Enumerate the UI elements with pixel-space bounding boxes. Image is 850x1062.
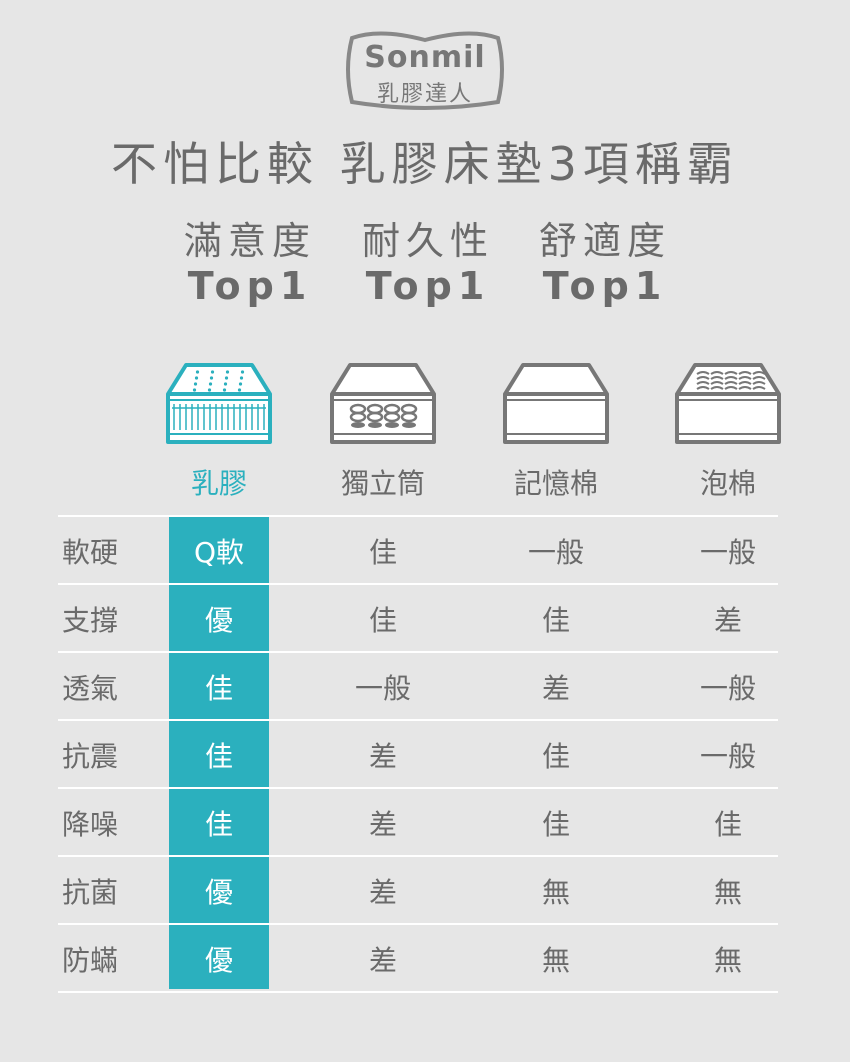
column-header: 泡棉: [699, 467, 756, 500]
logo-badge: [346, 31, 504, 110]
row-divider: [58, 515, 778, 517]
table-cell: 無: [541, 876, 570, 909]
latex-mattress-icon: [166, 363, 272, 444]
logo-tagline: 乳膠達人: [376, 82, 473, 107]
table-cell: 佳: [368, 604, 397, 637]
award-rank: Top1: [187, 264, 313, 308]
memory-foam-mattress-icon: [503, 363, 609, 444]
table-cell: 優: [204, 876, 233, 909]
table-cell: 優: [204, 604, 233, 637]
headline: 不怕比較 乳膠床墊3項稱霸: [111, 137, 739, 191]
table-cell: 差: [368, 876, 397, 909]
table-cell: 差: [541, 672, 570, 705]
table-cell: 差: [368, 740, 397, 773]
pocket-spring-mattress-icon: [330, 363, 436, 444]
table-cell: 差: [368, 944, 397, 977]
column-header: 記憶棉: [513, 467, 598, 500]
table-cell: 一般: [699, 672, 756, 705]
table-cell: 優: [204, 944, 233, 977]
row-label: 透氣: [62, 672, 119, 705]
row-divider: [58, 719, 778, 721]
row-divider: [58, 855, 778, 857]
award-label: 舒適度: [538, 219, 671, 263]
table-cell: 佳: [713, 808, 742, 841]
row-divider: [58, 583, 778, 585]
table-cell: 差: [368, 808, 397, 841]
row-divider: [58, 651, 778, 653]
table-cell: 佳: [541, 604, 570, 637]
table-cell: 佳: [204, 740, 233, 773]
row-divider: [58, 991, 778, 993]
table-cell: 差: [713, 604, 742, 637]
table-cell: Q軟: [193, 536, 245, 569]
table-cell: 一般: [699, 740, 756, 773]
table-cell: 佳: [368, 536, 397, 569]
table-cell: 無: [713, 944, 742, 977]
award-label: 滿意度: [183, 219, 316, 263]
column-header: 乳膠: [190, 467, 247, 500]
table-cell: 佳: [541, 740, 570, 773]
table-cell: 一般: [354, 672, 411, 705]
highlight-column: [169, 517, 269, 989]
row-label: 軟硬: [62, 536, 119, 569]
table-cell: 一般: [527, 536, 584, 569]
table-cell: 無: [541, 944, 570, 977]
row-divider: [58, 923, 778, 925]
table-cell: 佳: [204, 672, 233, 705]
foam-mattress-icon: [675, 363, 781, 444]
row-divider: [58, 787, 778, 789]
table-cell: 佳: [204, 808, 233, 841]
table-cell: 一般: [699, 536, 756, 569]
logo-brand: Sonmil: [364, 40, 486, 75]
row-label: 抗震: [62, 740, 119, 773]
table-cell: 無: [713, 876, 742, 909]
column-header: 獨立筒: [340, 467, 425, 500]
table-cell: 佳: [541, 808, 570, 841]
row-label: 防蟎: [62, 944, 119, 977]
row-label: 降噪: [62, 808, 119, 841]
award-rank: Top1: [542, 264, 668, 308]
row-label: 抗菌: [62, 876, 119, 909]
award-rank: Top1: [365, 264, 491, 308]
row-label: 支撐: [62, 604, 119, 637]
award-label: 耐久性: [361, 219, 494, 263]
